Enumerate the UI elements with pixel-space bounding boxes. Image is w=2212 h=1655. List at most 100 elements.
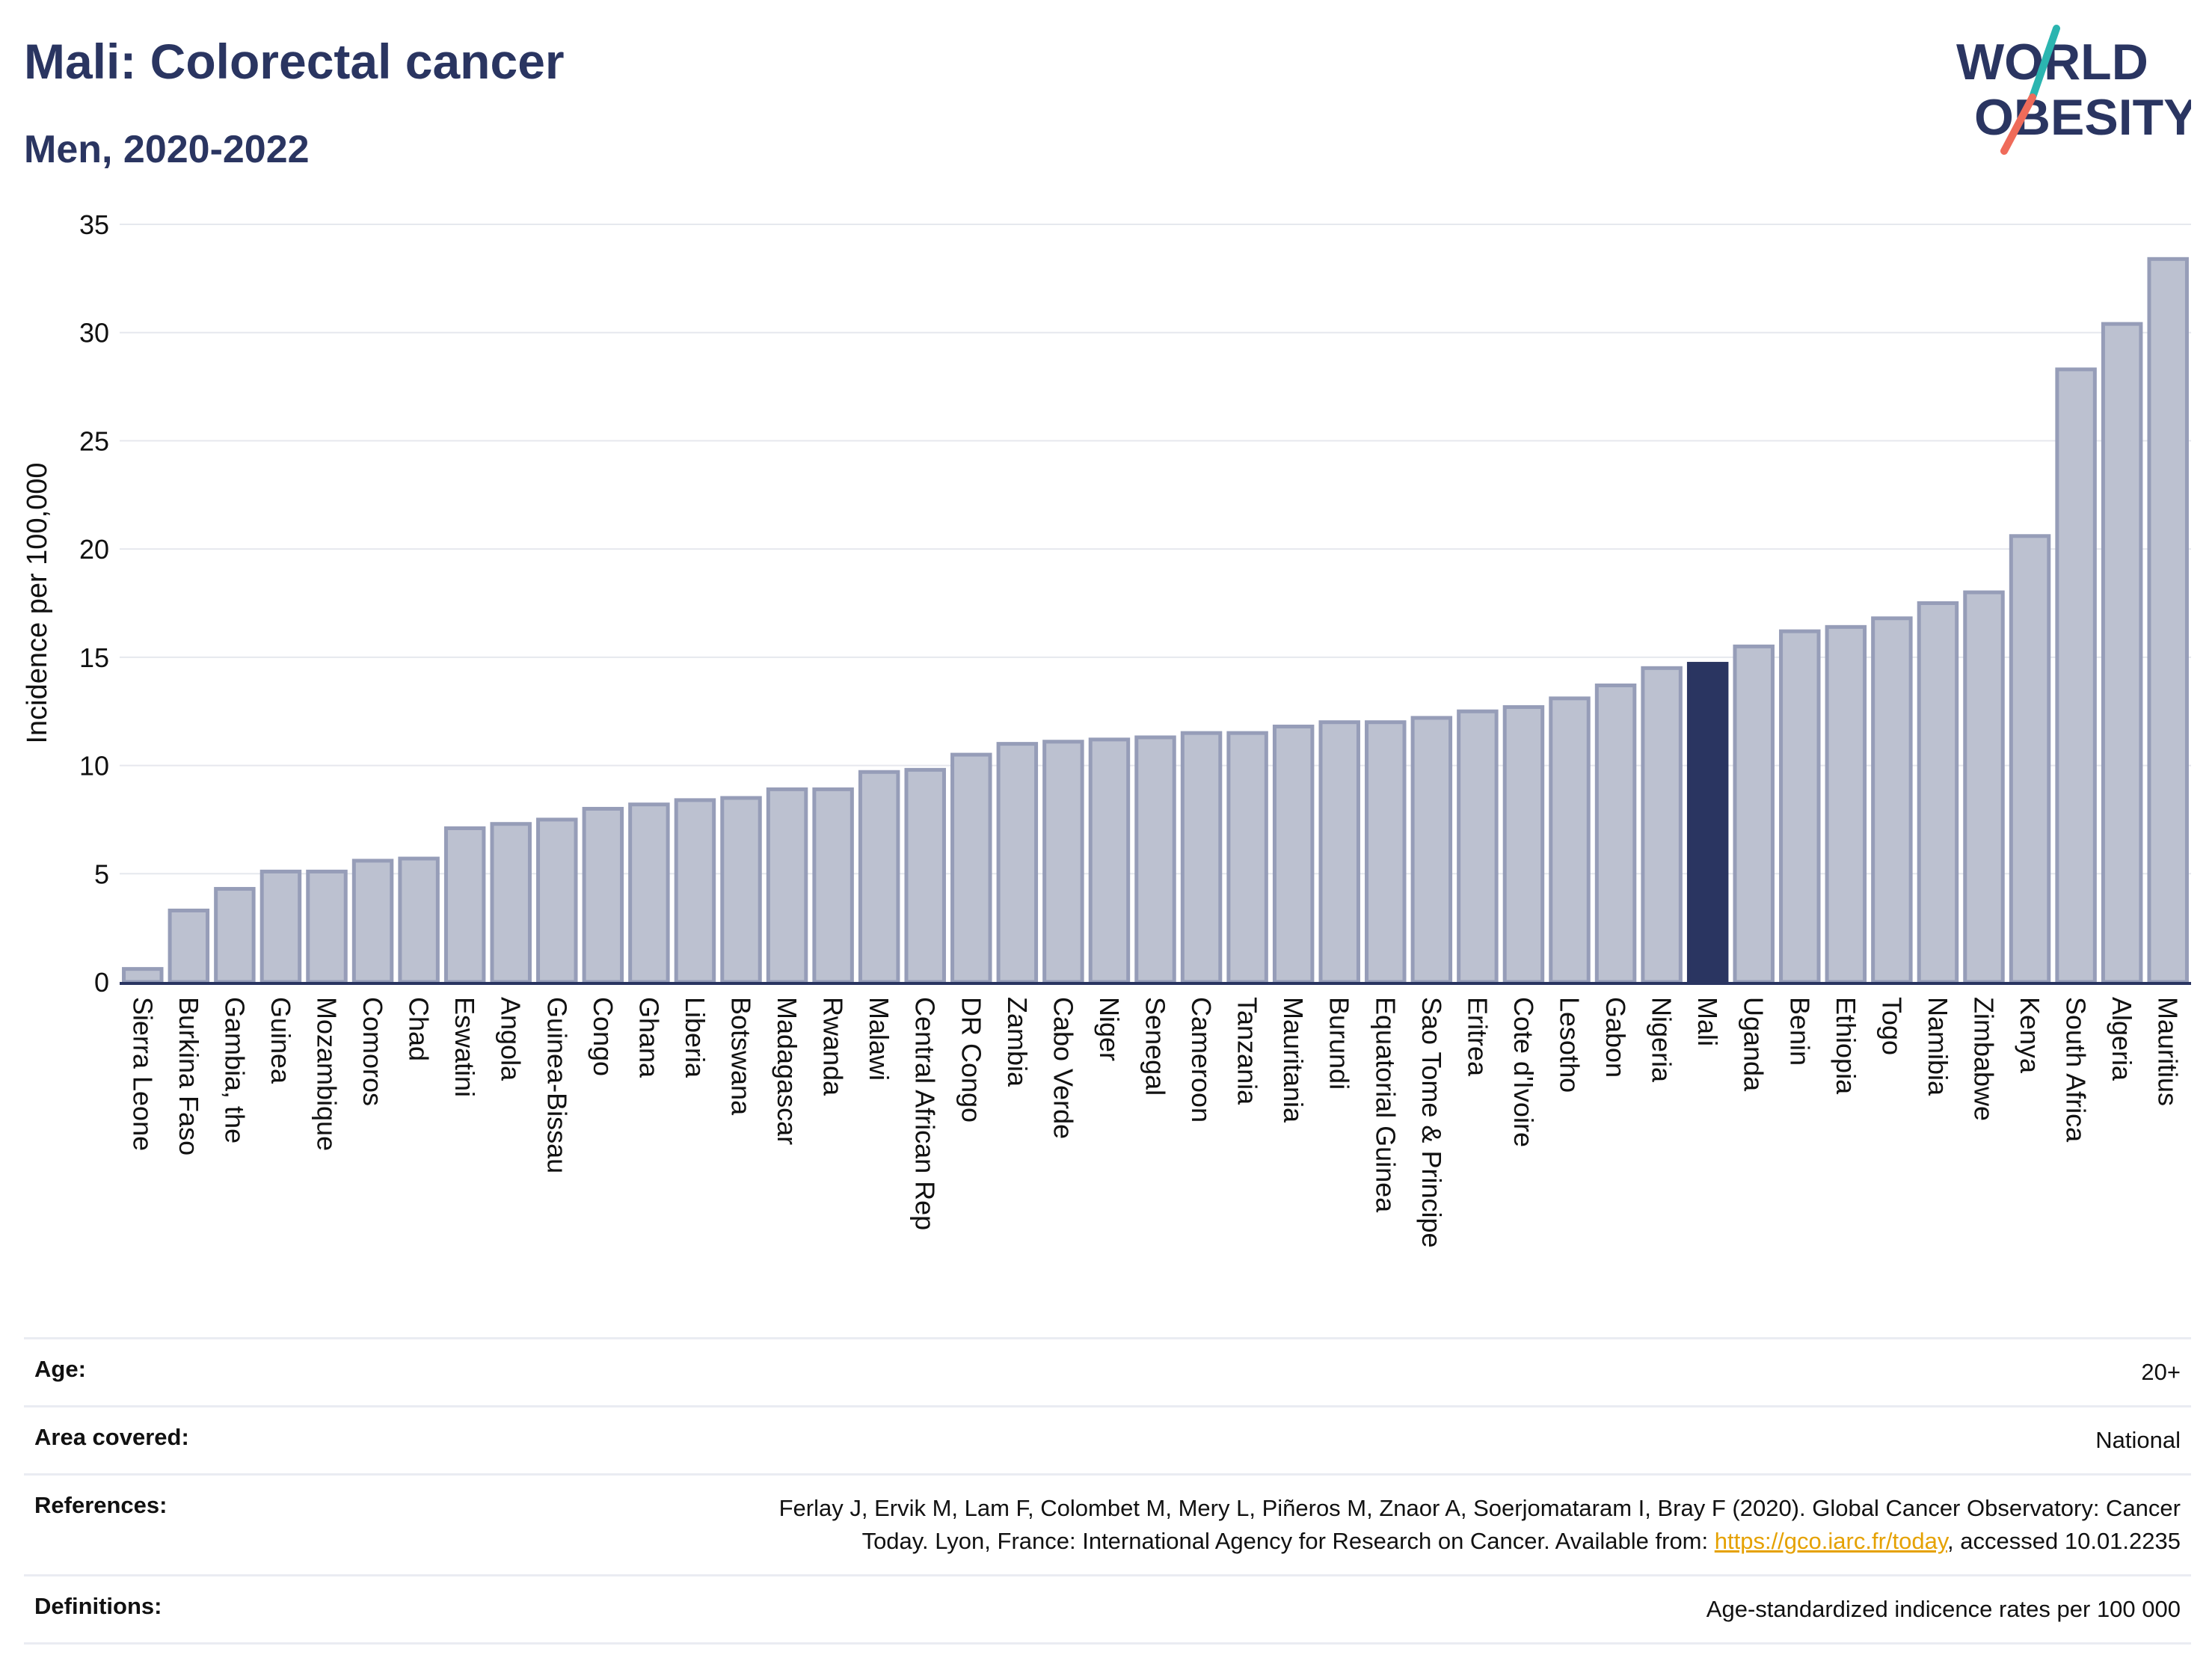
x-tick-label: Mali xyxy=(1692,997,1723,1046)
y-tick-label: 20 xyxy=(79,534,109,565)
x-tick-label: South Africa xyxy=(2061,997,2092,1143)
x-tick-label: Cabo Verde xyxy=(1048,997,1078,1139)
info-row-references: References: Ferlay J, Ervik M, Lam F, Co… xyxy=(24,1473,2191,1574)
info-row-area: Area covered: National xyxy=(24,1405,2191,1473)
logo-slash-coral xyxy=(2000,93,2036,155)
x-tick-label: Eritrea xyxy=(1462,997,1493,1077)
info-table: Age: 20+ Area covered: National Referenc… xyxy=(24,1337,2191,1645)
bar-gabon xyxy=(1594,683,1637,984)
x-tick-labels: Sierra Leone Burkina Faso Gambia, the Guine… xyxy=(127,997,2183,1248)
bar-chart: 0 5 10 15 20 25 30 35 Sierra Leone Burkina Faso G… xyxy=(22,209,2191,1248)
references-line1: Ferlay J, Ervik M, Lam F, Colombet M, Me… xyxy=(778,1495,2181,1521)
x-tick-label: Burkina Faso xyxy=(173,997,204,1155)
bar-lesotho xyxy=(1549,696,1591,984)
y-tick-label: 30 xyxy=(79,318,109,348)
x-tick-label: Botswana xyxy=(726,997,757,1116)
bar-sao-tome-principe xyxy=(1410,716,1453,984)
bar-mozambique xyxy=(306,869,348,984)
x-tick-label: Malawi xyxy=(864,997,894,1081)
bar-ghana xyxy=(628,802,670,984)
bar-malawi xyxy=(858,770,900,984)
x-tick-label: Eswatini xyxy=(449,997,480,1097)
bar-congo xyxy=(582,806,624,984)
x-tick-label: Gambia, the xyxy=(219,997,250,1143)
references-line2-post: , accessed 10.01.2235 xyxy=(1947,1528,2181,1554)
x-tick-label: Guinea-Bissau xyxy=(541,997,572,1173)
x-tick-label: Comoros xyxy=(357,997,388,1106)
x-tick-label: Congo xyxy=(588,997,618,1076)
bar-comoros xyxy=(351,859,394,984)
x-tick-label: Ethiopia xyxy=(1831,997,1861,1095)
x-tick-label: DR Congo xyxy=(956,997,986,1123)
references-link[interactable]: https://gco.iarc.fr/today xyxy=(1714,1528,1948,1554)
y-tick-label: 15 xyxy=(79,642,109,673)
x-tick-label: Guinea xyxy=(265,997,296,1084)
x-tick-label: Central African Rep xyxy=(910,997,941,1230)
x-tick-label: Zambia xyxy=(1002,997,1033,1087)
y-tick-label: 35 xyxy=(79,209,109,240)
x-tick-label: Chad xyxy=(404,997,434,1061)
bar-dr-congo xyxy=(950,752,992,984)
bar-liberia xyxy=(674,798,716,984)
x-tick-label: Lesotho xyxy=(1555,997,1585,1093)
bar-eritrea xyxy=(1457,709,1499,984)
x-tick-label: Mauritania xyxy=(1278,997,1309,1123)
x-tick-label: Togo xyxy=(1876,997,1907,1055)
x-tick-label: Mozambique xyxy=(312,997,342,1151)
bar-guinea-bissau xyxy=(536,817,578,984)
bar-nigeria xyxy=(1641,666,1683,984)
info-row-definitions: Definitions: Age-standardized indicence … xyxy=(24,1574,2191,1645)
references-line2-pre: Today. Lyon, France: International Agenc… xyxy=(861,1528,1715,1554)
world-obesity-logo: WORLD OBESITY xyxy=(1956,25,2191,155)
bar-equatorial-guinea xyxy=(1365,720,1407,984)
bar-gambia-the xyxy=(214,887,256,984)
y-tick-label: 5 xyxy=(94,859,109,889)
x-tick-label: Sierra Leone xyxy=(127,997,158,1151)
page-title: Mali: Colorectal cancer xyxy=(24,34,565,89)
bar-mali xyxy=(1686,662,1729,984)
x-tick-label: Angola xyxy=(496,997,526,1081)
area-label: Area covered: xyxy=(34,1424,189,1450)
info-row-age: Age: 20+ xyxy=(24,1337,2191,1405)
bar-burundi xyxy=(1318,720,1360,984)
x-tick-label: Ghana xyxy=(633,997,664,1078)
bar-cameroon xyxy=(1180,731,1223,984)
y-tick-label: 0 xyxy=(94,967,109,998)
logo-text-obesity: OBESITY xyxy=(1974,89,2191,146)
x-tick-label: Nigeria xyxy=(1647,997,1677,1083)
bar-guinea xyxy=(259,869,302,984)
y-tick-labels: 0 5 10 15 20 25 30 35 xyxy=(79,209,109,998)
bar-uganda xyxy=(1733,644,1775,984)
bar-central-african-rep xyxy=(904,767,946,984)
x-tick-label: Mauritius xyxy=(2153,997,2184,1106)
age-label: Age: xyxy=(34,1356,86,1382)
area-value: National xyxy=(2095,1427,2181,1453)
bar-namibia xyxy=(1917,601,1959,984)
references-value: Ferlay J, Ervik M, Lam F, Colombet M, Me… xyxy=(779,1492,2181,1558)
x-tick-label: Liberia xyxy=(680,997,710,1078)
references-label: References: xyxy=(34,1492,168,1518)
bar-chad xyxy=(398,856,440,984)
x-tick-label: Namibia xyxy=(1923,997,1953,1096)
bar-benin xyxy=(1779,629,1821,984)
bar-cabo-verde xyxy=(1042,740,1084,984)
x-tick-label: Gabon xyxy=(1600,997,1631,1078)
bar-kenya xyxy=(2009,534,2051,984)
definitions-label: Definitions: xyxy=(34,1593,162,1619)
x-tick-label: Uganda xyxy=(1739,997,1769,1092)
x-tick-label: Senegal xyxy=(1140,997,1171,1096)
y-axis-label: Incidence per 100,000 xyxy=(22,462,53,743)
age-value: 20+ xyxy=(2141,1359,2181,1385)
bar-tanzania xyxy=(1226,731,1268,984)
x-tick-label: Rwanda xyxy=(818,997,849,1096)
y-tick-label: 25 xyxy=(79,426,109,456)
bars xyxy=(122,257,2189,984)
x-tick-label: Madagascar xyxy=(772,997,802,1145)
bar-cote-d-ivoire xyxy=(1502,704,1545,984)
x-tick-label: Equatorial Guinea xyxy=(1370,997,1401,1213)
x-tick-label: Benin xyxy=(1784,997,1815,1066)
bar-zambia xyxy=(996,742,1039,984)
bar-madagascar xyxy=(766,787,808,984)
x-tick-label: Algeria xyxy=(2107,997,2137,1081)
bar-mauritius xyxy=(2147,257,2189,984)
